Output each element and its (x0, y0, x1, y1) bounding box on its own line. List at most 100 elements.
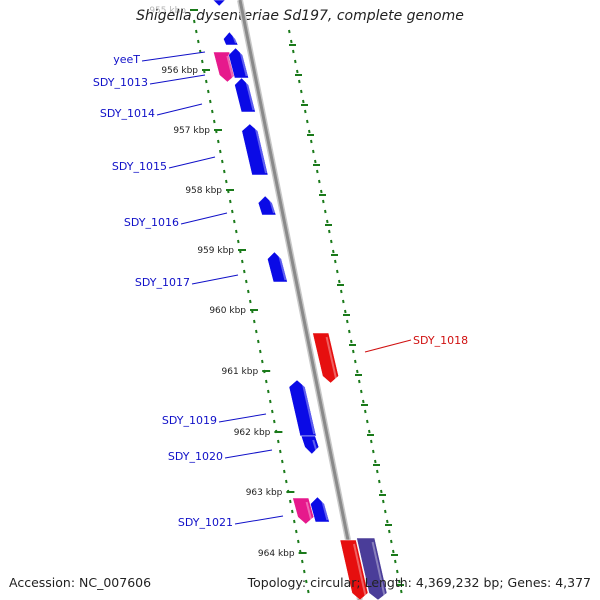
tick-mark-left (247, 289, 250, 294)
gene-leader-line (156, 103, 203, 116)
gene-arrow-pseudo (292, 497, 315, 525)
tick-mark-left (303, 569, 306, 574)
gene-arrow-dark (356, 537, 388, 600)
gene-arrow (257, 195, 277, 216)
tick-mark-right (374, 459, 377, 464)
tick-mark-right (366, 419, 369, 424)
tick-mark-right (388, 529, 391, 534)
tick-mark-right (346, 319, 349, 324)
gene-arrow-reverse-shade (353, 543, 367, 599)
tick-mark-left (201, 59, 204, 64)
kbp-label: 960 kbp (209, 306, 246, 316)
tick-mark-right (356, 369, 359, 374)
tick-mark-right (352, 349, 355, 354)
tick-mark-left (205, 79, 208, 84)
tick-mark-left (225, 179, 228, 184)
tick-mark-left (305, 579, 308, 584)
tick-mark-right (324, 209, 327, 214)
kbp-label: 956 kbp (161, 66, 198, 76)
tick-mark-left (253, 319, 256, 324)
kbp-label: 957 kbp (173, 126, 210, 136)
gene-arrow-shade (278, 255, 287, 281)
kbp-label: 959 kbp (197, 246, 234, 256)
tick-mark-right (348, 329, 351, 334)
tick-mark-left (195, 29, 198, 34)
tick-mark-right (386, 519, 389, 524)
tick-mark-left (293, 519, 296, 524)
tick-mark-right (298, 79, 301, 84)
gene-label: SDY_1019 (162, 414, 217, 427)
tick-mark-right (400, 589, 403, 594)
gene-leader-line (218, 413, 267, 423)
gene-label: SDY_1017 (135, 276, 190, 289)
tick-mark-right (338, 279, 341, 284)
tick-mark-right (314, 159, 317, 164)
tick-mark-left (307, 589, 310, 594)
tick-mark-left (207, 89, 210, 94)
tick-mark-left (219, 149, 222, 154)
gene-label: SDY_1021 (178, 516, 233, 529)
tick-mark-right (380, 489, 383, 494)
tick-mark-right (390, 539, 393, 544)
kbp-label: 955 kbp (149, 6, 186, 16)
tick-mark-right (384, 509, 387, 514)
gene-arrow-shade (232, 35, 237, 44)
kbp-label: 963 kbp (246, 488, 283, 498)
tick-mark-left (271, 409, 274, 414)
backbone-line (238, 0, 362, 600)
kbp-label: 962 kbp (234, 428, 271, 438)
tick-mark-right (342, 299, 345, 304)
tick-mark-right (312, 149, 315, 154)
tick-mark-right (320, 189, 323, 194)
topology-text: Topology: circular; Length: 4,369,232 bp… (247, 575, 591, 590)
gene-label: SDY_1014 (100, 107, 155, 120)
tick-mark-left (231, 209, 234, 214)
tick-mark-right (308, 129, 311, 134)
tick-mark-right (344, 309, 347, 314)
gene-arrow-reverse-shade (325, 336, 338, 382)
gene-arrow-shade (312, 439, 318, 453)
tick-mark-right (340, 289, 343, 294)
tick-mark-left (277, 439, 280, 444)
gene-arrow (267, 251, 288, 283)
tick-mark-right (372, 449, 375, 454)
tick-mark-left (259, 349, 262, 354)
tick-mark-right (394, 559, 397, 564)
map-title: Shigella dysenteriae Sd197, complete gen… (136, 8, 464, 24)
gene-leader-line (180, 212, 228, 225)
tick-mark-right (306, 119, 309, 124)
gene-arrow-shade (321, 500, 329, 521)
tick-mark-right (370, 439, 373, 444)
gene-label: SDY_1020 (168, 450, 223, 463)
tick-mark-left (297, 539, 300, 544)
gene-leader-line (191, 274, 239, 285)
tick-mark-left (255, 329, 258, 334)
tick-mark-left (273, 419, 276, 424)
tick-mark-left (233, 219, 236, 224)
gene-arrow-shade (254, 127, 267, 174)
tick-mark-right (330, 239, 333, 244)
tick-mark-left (295, 529, 298, 534)
gene-arrow-shade (245, 81, 255, 111)
tick-mark-right (332, 249, 335, 254)
tick-mark-left (217, 139, 220, 144)
accession-text: Accession: NC_007606 (9, 575, 152, 590)
tick-mark-left (211, 109, 214, 114)
tick-mark-left (291, 509, 294, 514)
tick-mark-left (223, 169, 226, 174)
tick-mark-left (237, 239, 240, 244)
gene-label: yeeT (113, 53, 140, 66)
tick-mark-left (209, 99, 212, 104)
tick-mark-right (326, 219, 329, 224)
tick-mark-left (267, 389, 270, 394)
gene-leader-line (224, 449, 273, 459)
gene-label: SDY_1013 (93, 76, 148, 89)
gene-arrow (300, 435, 320, 455)
tick-mark-left (193, 19, 196, 24)
tick-mark-left (197, 39, 200, 44)
gene-arrow (234, 77, 256, 113)
tick-mark-left (221, 159, 224, 164)
gene-arrow-shade (302, 383, 316, 435)
tick-mark-left (213, 119, 216, 124)
kbp-label: 964 kbp (258, 549, 295, 559)
